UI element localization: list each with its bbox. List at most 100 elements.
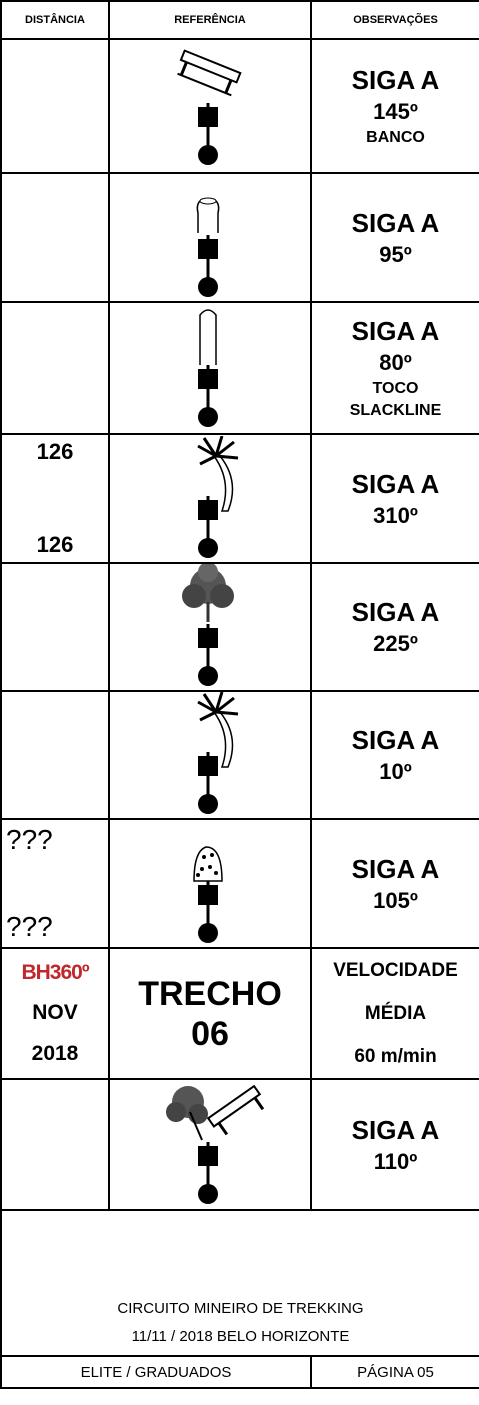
route-row: SIGA A 225º: [0, 562, 479, 692]
reference-cell: [108, 1078, 312, 1211]
route-row: SIGA A 10º: [0, 690, 479, 820]
distance-list: ??????: [3, 821, 107, 946]
distance-value: 126: [36, 439, 74, 464]
reference-cell: [108, 172, 312, 303]
icon-square: [198, 238, 218, 259]
distance-cell: [0, 562, 110, 692]
reference-text: 06: [191, 1014, 229, 1053]
note-text: 105º: [373, 887, 418, 913]
notes-cell: SIGA A 105º: [310, 818, 479, 949]
icon-circle: [198, 1183, 218, 1204]
notes-list: SIGA A 145º BANCO: [313, 63, 478, 149]
distance-cell: BH360º NOV 2018: [0, 947, 110, 1080]
palm: [197, 693, 239, 768]
note-text: 225º: [373, 631, 418, 656]
icon-circle: [198, 794, 218, 814]
stump: [196, 199, 220, 233]
reference-cell: [108, 301, 312, 435]
rock: [193, 845, 223, 882]
note-text: SLACKLINE: [349, 402, 442, 419]
header-notes: OBSERVAÇÕES: [310, 0, 479, 40]
footer-bottom: ELITE / GRADUADOS PÁGINA 05: [0, 1355, 479, 1389]
reference-cell: [108, 690, 312, 820]
reference-cell: [108, 433, 312, 564]
notes-cell: SIGA A 95º: [310, 172, 479, 303]
icon-square: [198, 628, 218, 648]
notes-list: SIGA A 95º: [313, 206, 478, 270]
notes-list: SIGA A 110º: [313, 1113, 478, 1177]
notes-list: SIGA A 105º: [313, 852, 478, 916]
route-row: ?????? SIGA A 105º: [0, 818, 479, 949]
palm: [197, 436, 239, 512]
route-row: SIGA A 95º: [0, 172, 479, 303]
distance-cell: 126 126: [0, 433, 110, 564]
notes-cell: SIGA A 225º: [310, 562, 479, 692]
reference-icon: [196, 197, 220, 297]
icon-square: [198, 884, 218, 905]
notes-cell: SIGA A 10º: [310, 690, 479, 820]
note-text: SIGA A: [351, 207, 440, 238]
note-text: 95º: [379, 241, 412, 267]
reference-cell: TRECHO 06: [108, 947, 312, 1080]
distance-list: 126 126: [3, 436, 107, 561]
distance-cell: ??????: [0, 818, 110, 949]
note-text: SIGA A: [351, 65, 440, 95]
reference-icon: [166, 1084, 265, 1204]
reference-cell: [108, 818, 312, 949]
footer-page: PÁGINA 05: [310, 1355, 479, 1389]
distance-value: 126: [36, 532, 74, 557]
icon-square: [198, 1145, 218, 1166]
bench: [177, 49, 242, 97]
note-text: SIGA A: [351, 1114, 440, 1145]
distance-cell: [0, 1078, 110, 1211]
route-row: 126 126 SIGA A 310º: [0, 433, 479, 564]
distance-value: ???: [6, 824, 53, 855]
footer-line: 11/11 / 2018 BELO HORIZONTE: [131, 1328, 350, 1345]
header-reference: REFERÊNCIA: [108, 0, 312, 40]
distance-cell: [0, 38, 110, 174]
note-text: VELOCIDADE: [333, 959, 458, 981]
tall-stump: [199, 309, 217, 365]
note-text: 10º: [379, 759, 412, 784]
notes-list: VELOCIDADE MÉDIA 60 m/min: [313, 950, 478, 1077]
footer-row: CIRCUITO MINEIRO DE TREKKING 11/11 / 201…: [0, 1209, 479, 1356]
stump-top: [199, 197, 217, 204]
tree: [166, 1085, 208, 1140]
distance-value: ???: [6, 911, 53, 942]
reference-icon: [198, 309, 218, 427]
notes-list: SIGA A 310º: [313, 467, 478, 531]
note-text: SIGA A: [351, 316, 440, 346]
icon-circle: [198, 922, 218, 943]
note-text: 80º: [379, 350, 412, 375]
notes-list: SIGA A 10º: [313, 723, 478, 787]
icon-square: [198, 369, 218, 389]
footer-category: ELITE / GRADUADOS: [0, 1355, 312, 1389]
note-text: SIGA A: [351, 597, 440, 627]
note-text: SIGA A: [351, 853, 440, 884]
footer-info: CIRCUITO MINEIRO DE TREKKING 11/11 / 201…: [0, 1209, 479, 1356]
route-row: SIGA A 145º BANCO: [0, 38, 479, 174]
notes-cell: SIGA A 80º TOCO SLACKLINE: [310, 301, 479, 435]
icon-circle: [198, 537, 218, 558]
header-distance: DISTÂNCIA: [0, 0, 110, 40]
distance-cell: [0, 301, 110, 435]
tree: [182, 565, 234, 622]
footer-line: CIRCUITO MINEIRO DE TREKKING: [117, 1300, 364, 1317]
route-row: SIGA A 110º: [0, 1078, 479, 1211]
distance-value: NOV: [32, 1001, 78, 1025]
reference-icon: [197, 693, 239, 814]
notes-cell: SIGA A 145º BANCO: [310, 38, 479, 174]
reference-icon: [197, 436, 239, 558]
notes-cell: SIGA A 310º: [310, 433, 479, 564]
note-text: SIGA A: [351, 725, 440, 755]
note-text: TOCO: [372, 380, 419, 397]
note-text: 145º: [373, 99, 418, 124]
note-text: SIGA A: [351, 468, 440, 499]
note-text: 110º: [373, 1148, 418, 1174]
icon-square: [198, 107, 218, 127]
reference-cell: [108, 562, 312, 692]
reference-text: TRECHO: [138, 974, 282, 1013]
reference-icon: [182, 565, 234, 686]
